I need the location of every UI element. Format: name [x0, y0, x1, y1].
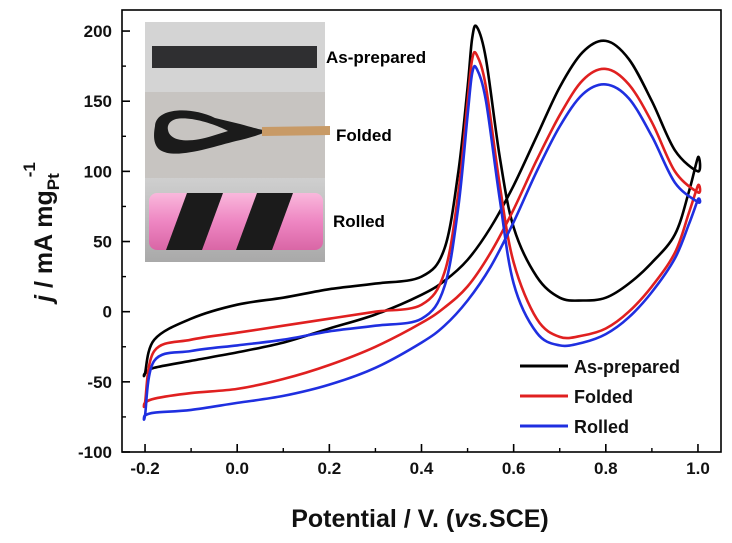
y-tick-label: 50	[93, 233, 112, 252]
svg-text:j / mA mgPt-1: j / mA mgPt -1	[20, 162, 63, 305]
y-tick-label: 100	[84, 162, 112, 181]
x-axis-title-main: Potential / V. (	[291, 505, 455, 533]
series-line-folded	[142, 50, 702, 409]
x-tick-label: 0.2	[318, 459, 342, 478]
y-tick-label: -100	[78, 443, 112, 462]
series-layer	[142, 24, 702, 421]
y-axis-title-j: j	[30, 294, 58, 305]
series-line-as-prepared	[142, 24, 702, 378]
folded-strip	[154, 110, 268, 154]
y-tick-label: 0	[103, 303, 112, 322]
y-axis-title-main: / mA mg	[30, 190, 58, 295]
y-axis-title: j / mA mgPt -1	[20, 162, 63, 305]
x-tick-label: 0.0	[225, 459, 249, 478]
copper-lead	[262, 126, 330, 136]
y-axis-title-sub: Pt	[44, 173, 63, 190]
inset-label-rolled: Rolled	[333, 212, 385, 231]
y-tick-label: -50	[87, 373, 112, 392]
rolled-wrap-2	[236, 193, 293, 250]
as-prepared-strip	[152, 46, 317, 68]
y-tick-label: 200	[84, 22, 112, 41]
legend-label-folded: Folded	[574, 387, 633, 407]
x-axis-title-tail: SCE)	[489, 505, 549, 533]
legend: As-prepared Folded Rolled	[520, 357, 680, 437]
x-tick-label: -0.2	[130, 459, 159, 478]
y-tick-label: 150	[84, 92, 112, 111]
x-axis-title: Potential / V. (vs.SCE)	[291, 505, 549, 533]
x-tick-label: 1.0	[686, 459, 710, 478]
y-axis-title-sup: -1	[20, 162, 39, 177]
x-tick-label: 0.8	[594, 459, 618, 478]
inset-label-as-prepared: As-prepared	[326, 48, 426, 67]
x-tick-label: 0.6	[502, 459, 526, 478]
tick-labels: -0.2 0.0 0.2 0.4 0.6 0.8 1.0 -100 -50 0 50 100 150 20…	[78, 22, 710, 478]
legend-label-rolled: Rolled	[574, 417, 629, 437]
tick-marks	[122, 30, 699, 453]
inset-photo: As-prepared Folded Rolled	[145, 22, 426, 262]
series-line-rolled	[142, 64, 702, 421]
rolled-wrap-1	[166, 193, 223, 250]
inset-label-folded: Folded	[336, 126, 392, 145]
x-tick-label: 0.4	[410, 459, 434, 478]
x-axis-title-italic: vs.	[454, 505, 489, 533]
legend-label-as-prepared: As-prepared	[574, 357, 680, 377]
